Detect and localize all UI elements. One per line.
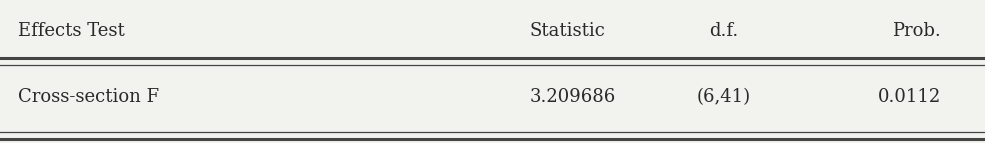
Text: Statistic: Statistic [530, 22, 606, 40]
Text: 3.209686: 3.209686 [530, 88, 617, 106]
Text: Effects Test: Effects Test [18, 22, 124, 40]
Text: 0.0112: 0.0112 [878, 88, 941, 106]
Text: d.f.: d.f. [709, 22, 739, 40]
Text: (6,41): (6,41) [697, 88, 751, 106]
Text: Prob.: Prob. [892, 22, 941, 40]
Text: Cross-section F: Cross-section F [18, 88, 159, 106]
